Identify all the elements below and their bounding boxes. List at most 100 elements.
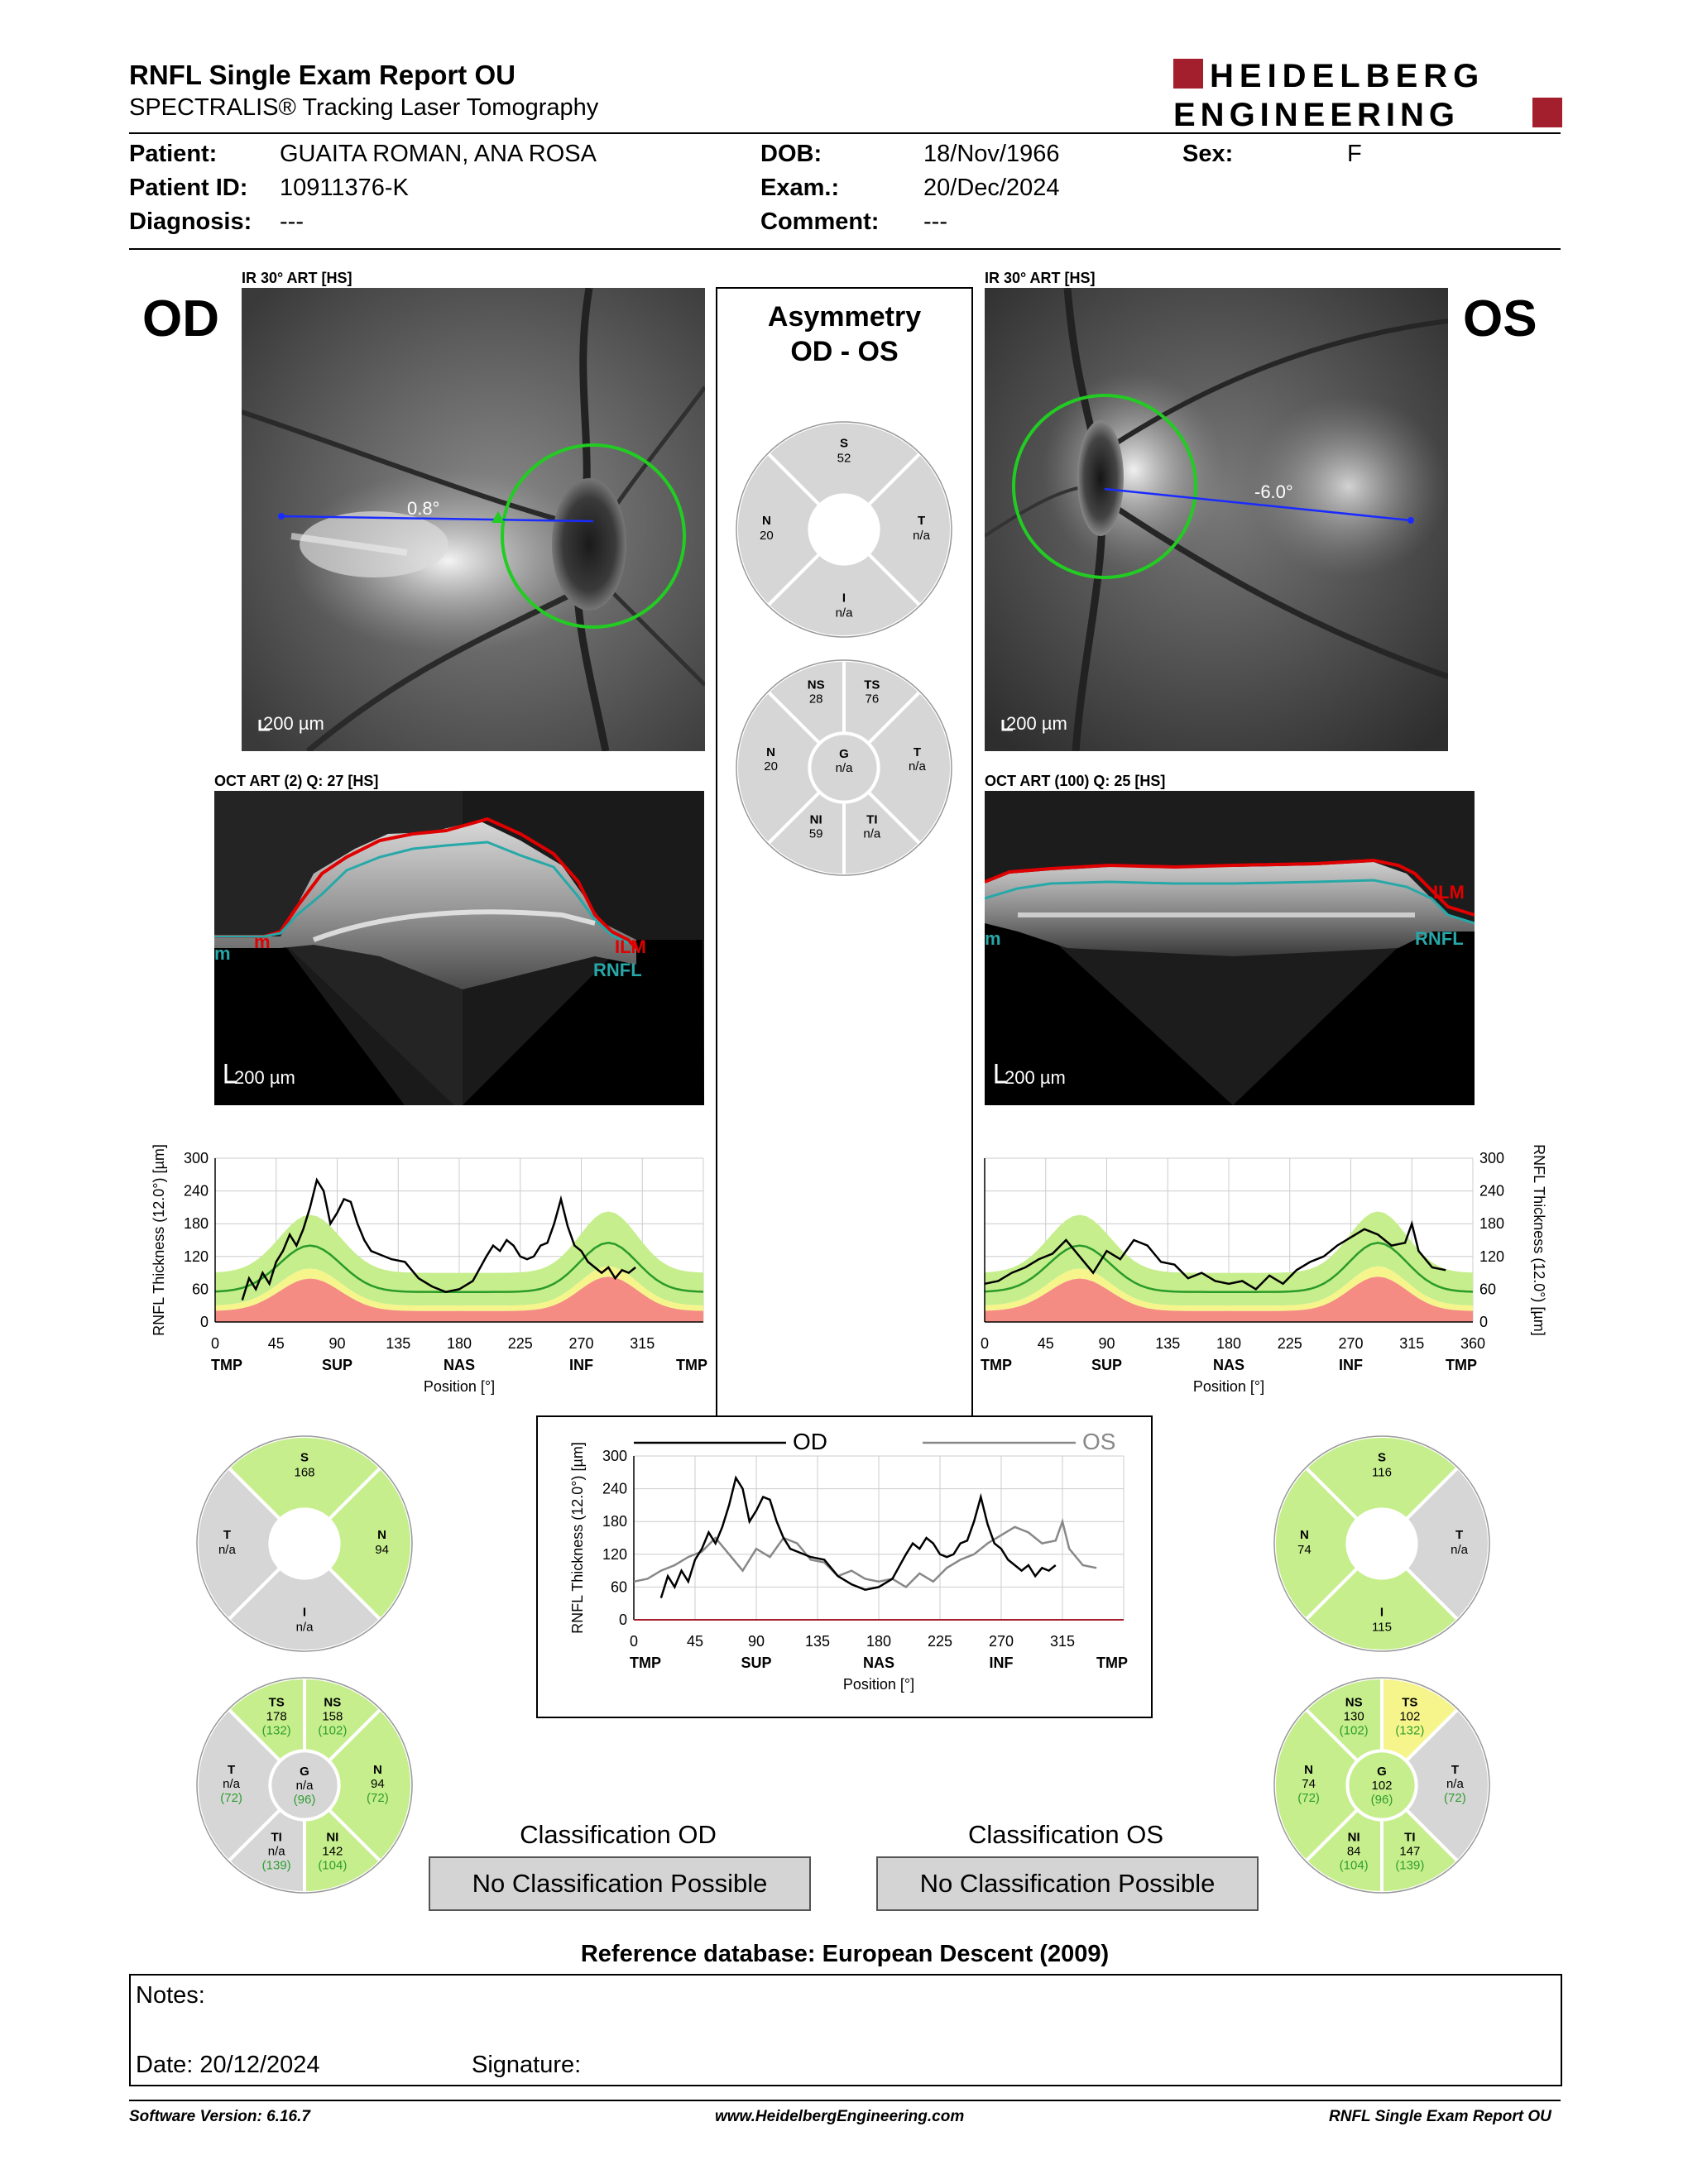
od-6sector-text-ti-1: n/a [268, 1845, 286, 1859]
chart-os-xlabel: Position [°] [1193, 1378, 1264, 1395]
od-6sector: TS178(132)NS158(102)Tn/a(72)TIn/a(139)NI… [195, 1675, 414, 1895]
chart-od-band-normal [215, 1211, 703, 1306]
legend-os-label: OS [1082, 1429, 1115, 1454]
chart-od-ytick-0: 0 [200, 1314, 209, 1330]
os-6sector-text-t-2: (72) [1444, 1791, 1466, 1805]
os-6sector-text-n-2: (72) [1297, 1791, 1320, 1805]
chart-comp-ytick-120: 120 [602, 1546, 627, 1563]
od-6sector-text-t-2: (72) [220, 1791, 242, 1805]
od-4sector-value-s: 168 [294, 1465, 314, 1479]
od-6sector-text-g-0: G [300, 1765, 309, 1779]
diagnosis: --- [280, 208, 304, 235]
od-6sector-text-n-0: N [373, 1763, 382, 1777]
od-eye-label: OD [142, 290, 219, 347]
od-6sector-text-ti-0: TI [271, 1831, 281, 1845]
asymmetry-6sector-text-ns-0: NS [808, 678, 825, 692]
asymmetry-4sector-label-s: S [840, 436, 848, 450]
chart-os-xtick-270: 270 [1338, 1335, 1363, 1352]
asymmetry-4sector-value-t: n/a [913, 529, 931, 543]
os-oct-label: OCT ART (100) Q: 25 [HS] [985, 773, 1166, 789]
od-oct-scale: 200 µm [234, 1067, 295, 1088]
chart-comp-ytick-60: 60 [611, 1578, 627, 1595]
chart-comp-ylabel: RNFL Thickness (12.0°) [µm] [569, 1442, 586, 1634]
chart-od-region-1: SUP [322, 1357, 352, 1373]
chart-od-ytick-180: 180 [184, 1215, 209, 1232]
signature-label: Signature: [472, 2052, 582, 2078]
od-6sector-text-ts-2: (132) [262, 1723, 291, 1737]
chart-od-region-2: NAS [444, 1357, 475, 1373]
chart-comp-xlabel: Position [°] [843, 1676, 914, 1693]
od-4sector-value-i: n/a [296, 1621, 314, 1635]
os-6sector-text-t-1: n/a [1446, 1777, 1465, 1791]
chart-od-xlabel: Position [°] [424, 1378, 495, 1395]
chart-os-ytick-240: 240 [1479, 1183, 1504, 1200]
chart-os-region-4: TMP [1446, 1357, 1477, 1373]
sex-label: Sex: [1182, 141, 1234, 167]
chart-od-ytick-120: 120 [184, 1248, 209, 1265]
chart-od-normative-mean [214, 1242, 704, 1293]
comparison-od-line [659, 1475, 1057, 1598]
report-subtitle: SPECTRALIS® Tracking Laser Tomography [129, 94, 599, 121]
od-rnfl-chart: 0 60 120 180 240 300 0 45 90 135 180 225 270 315 TMP SU… [151, 1144, 707, 1395]
asymmetry-subtitle: OD - OS [790, 336, 899, 367]
chart-od-xtick-135: 135 [386, 1335, 410, 1352]
chart-os-ylabel: RNFL Thickness (12.0°) [µm] [1531, 1144, 1547, 1336]
od-6sector-sector-g [268, 1749, 341, 1822]
chart-comp-ytick-240: 240 [602, 1481, 627, 1497]
od-6sector-text-ti-2: (139) [262, 1859, 291, 1873]
od-oct-m: m [214, 943, 231, 964]
asymmetry-6sector-text-g-0: G [839, 747, 849, 761]
od-4sector-label-i: I [303, 1606, 306, 1620]
legend-od-label: OD [793, 1429, 827, 1454]
od-ir-label: IR 30° ART [HS] [242, 270, 352, 286]
chart-os-normative-mean [984, 1242, 1474, 1293]
notes-date: Date: 20/12/2024 [136, 2052, 320, 2078]
chart-os-xtick-90: 90 [1098, 1335, 1115, 1352]
sex: F [1347, 141, 1362, 167]
os-oct-scale: 200 µm [1005, 1067, 1066, 1088]
dob-label: DOB: [760, 141, 822, 167]
chart-os-band-outside [985, 1276, 1473, 1322]
os-fundus-image: -6.0° 200 µm [985, 288, 1448, 751]
os-4sector-value-t: n/a [1451, 1543, 1469, 1557]
os-angle: -6.0° [1254, 481, 1293, 502]
asymmetry-title: Asymmetry [767, 301, 922, 333]
os-6sector-text-g-2: (96) [1371, 1793, 1393, 1807]
os-4sector-value-n: 74 [1297, 1543, 1312, 1557]
od-rnfl-line [241, 1177, 636, 1300]
chart-comp-region-4: TMP [1096, 1655, 1128, 1671]
os-6sector-sector-g [1345, 1749, 1418, 1822]
software-version: Software Version: 6.16.7 [129, 2108, 310, 2125]
notes-box [129, 1974, 1562, 2086]
classification-od-value: No Classification Possible [429, 1856, 811, 1911]
chart-os-xtick-0: 0 [981, 1335, 989, 1352]
classification-od-title: Classification OD [520, 1820, 717, 1849]
od-6sector-text-ni-1: 142 [322, 1845, 343, 1859]
chart-os-region-2: NAS [1213, 1357, 1244, 1373]
asymmetry-4sector-label-n: N [762, 514, 771, 528]
chart-os-ytick-0: 0 [1479, 1314, 1488, 1330]
asymmetry-6sector-text-t-1: n/a [909, 759, 927, 774]
os-oct-m: m [985, 928, 1001, 949]
chart-os-xtick-180: 180 [1216, 1335, 1241, 1352]
os-ir-label: IR 30° ART [HS] [985, 270, 1096, 286]
od-6sector-text-t-0: T [228, 1763, 235, 1777]
chart-os-band-normal [985, 1211, 1473, 1306]
od-6sector-text-ni-2: (104) [318, 1859, 347, 1873]
od-6sector-text-ts-0: TS [269, 1695, 285, 1709]
od-angle: 0.8° [407, 498, 440, 519]
chart-comp-xtick-315: 315 [1050, 1633, 1075, 1650]
asymmetry-6sector-text-ts-1: 76 [865, 692, 879, 706]
chart-od-ytick-240: 240 [184, 1183, 209, 1200]
asymmetry-6sector-text-ti-0: TI [866, 813, 877, 827]
os-4sector-label-t: T [1455, 1528, 1463, 1542]
od-6sector-text-ts-1: 178 [266, 1709, 287, 1723]
chart-od-xtick-270: 270 [568, 1335, 593, 1352]
os-rnfl-chart: 0 60 120 180 240 300 0 45 90 135 180 225 270 315 360 TM… [981, 1144, 1547, 1395]
exam-label: Exam.: [760, 175, 840, 201]
od-4sector-value-t: n/a [218, 1543, 237, 1557]
chart-os-xtick-135: 135 [1155, 1335, 1180, 1352]
chart-os-ytick-120: 120 [1479, 1248, 1504, 1265]
